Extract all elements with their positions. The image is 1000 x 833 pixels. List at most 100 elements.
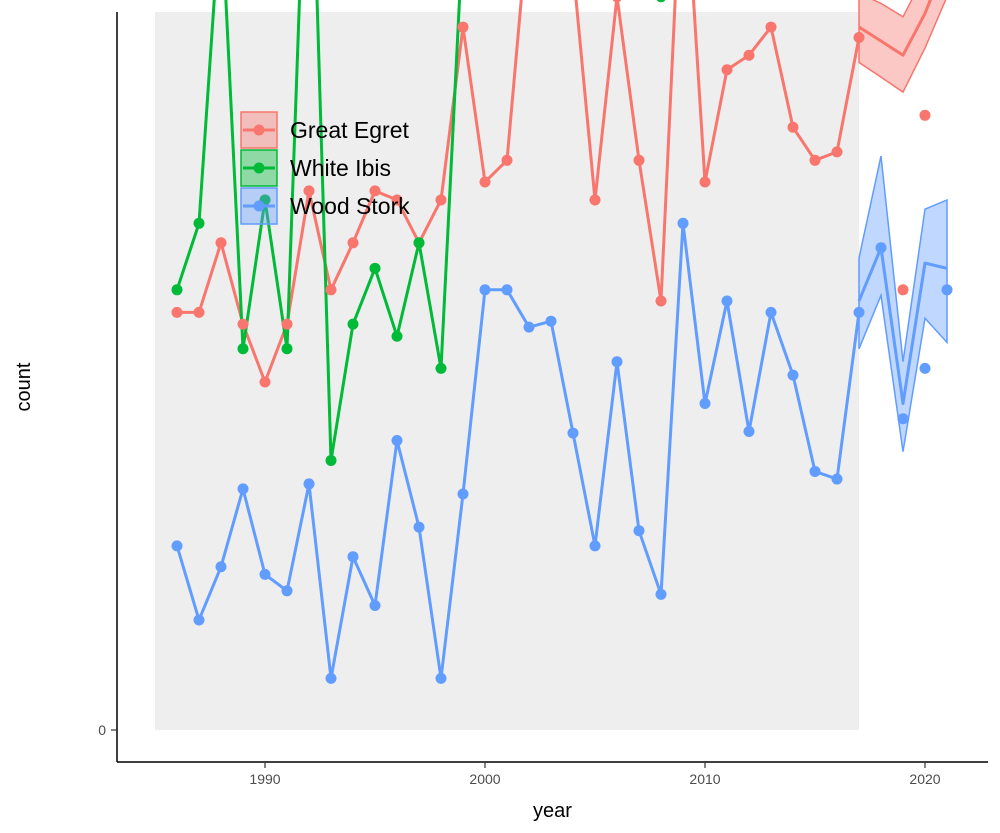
white-ibis-point: [325, 454, 337, 466]
great-egret-point: [347, 237, 359, 249]
great-egret-point: [171, 306, 183, 318]
white-ibis-point: [391, 330, 403, 342]
y-tick-label: 0: [98, 722, 106, 738]
wood-stork-point: [171, 540, 183, 552]
great-egret-point: [369, 185, 381, 197]
wood-stork-point: [413, 521, 425, 533]
white-ibis-point: [171, 284, 183, 296]
wood-stork-point: [677, 217, 689, 229]
great-egret-forecast-band: [858, 0, 947, 94]
great-egret-point: [303, 185, 315, 197]
great-egret-point: [501, 154, 513, 166]
legend: Great Egret White Ibis Wood Stork: [240, 111, 410, 225]
white-ibis-point: [193, 217, 205, 229]
wood-stork-point: [501, 284, 513, 296]
wood-stork-point: [325, 672, 337, 684]
legend-label-wood-stork: Wood Stork: [290, 193, 410, 219]
great-egret-point: [809, 154, 821, 166]
great-egret-point: [853, 31, 865, 43]
great-egret-point: [787, 121, 799, 133]
wood-stork-point: [699, 398, 711, 410]
white-ibis-point: [369, 262, 381, 274]
x-tick-label: 2000: [469, 771, 500, 787]
great-egret-point: [655, 295, 667, 307]
white-ibis-point: [347, 318, 359, 330]
white-ibis-point: [656, 0, 666, 3]
wood-stork-forecast-band: [858, 155, 948, 452]
great-egret-point: [633, 154, 645, 166]
white-ibis-point: [281, 343, 293, 355]
great-egret-point: [765, 21, 777, 33]
wood-stork-point: [809, 465, 821, 477]
great-egret-point: [193, 306, 205, 318]
wood-stork-point: [787, 369, 799, 381]
wood-stork-observed-point: [919, 362, 931, 374]
wood-stork-point: [281, 585, 293, 597]
wood-stork-point: [347, 551, 359, 563]
wood-stork-forecast-line: [857, 246, 948, 406]
wood-stork-observed-point: [941, 284, 953, 296]
wood-stork-point: [259, 568, 271, 580]
series-points: [171, 0, 953, 684]
forecast-bands: [858, 0, 948, 452]
wood-stork-point: [743, 425, 755, 437]
legend-item-white-ibis: White Ibis: [240, 149, 391, 187]
y-axis-title: count: [13, 362, 35, 411]
wood-stork-point: [765, 306, 777, 318]
white-ibis-line: [175, 0, 462, 462]
great-egret-point: [612, 0, 622, 3]
series-lines: [175, 0, 948, 680]
wood-stork-point: [567, 427, 579, 439]
x-tick-label: 2010: [689, 771, 720, 787]
legend-item-great-egret: Great Egret: [240, 111, 409, 149]
wood-stork-point: [391, 435, 403, 447]
legend-label-great-egret: Great Egret: [290, 117, 409, 143]
great-egret-point: [457, 21, 469, 33]
x-tick-label: 2020: [909, 771, 940, 787]
wood-stork-point: [831, 473, 843, 485]
great-egret-point: [325, 284, 337, 296]
white-ibis-point: [237, 343, 249, 355]
legend-key-point: [253, 200, 265, 212]
wood-stork-point: [853, 306, 865, 318]
wood-stork-point: [369, 599, 381, 611]
wood-stork-observed-point: [897, 413, 909, 425]
wood-stork-point: [545, 315, 557, 327]
wood-stork-point: [633, 525, 645, 537]
great-egret-point: [831, 146, 843, 158]
great-egret-point: [479, 176, 491, 188]
wood-stork-point: [721, 295, 733, 307]
x-axis-title: year: [533, 800, 572, 822]
white-ibis-point: [413, 237, 425, 249]
great-egret-point: [699, 176, 711, 188]
legend-item-wood-stork: Wood Stork: [240, 187, 410, 225]
white-ibis-point: [435, 362, 447, 374]
wood-stork-observed-point: [875, 242, 887, 254]
great-egret-observed-point: [919, 109, 931, 121]
great-egret-point: [589, 194, 601, 206]
wood-stork-line: [175, 221, 861, 680]
wood-stork-point: [611, 356, 623, 368]
legend-key-point: [253, 162, 265, 174]
wood-stork-point: [193, 614, 205, 626]
axes: 02500050000750001000001990200020102020ye…: [13, 12, 988, 822]
great-egret-point: [743, 49, 755, 61]
x-tick-label: 1990: [249, 771, 280, 787]
wood-stork-point: [215, 561, 227, 573]
great-egret-observed-point: [897, 284, 909, 296]
legend-key-point: [253, 124, 265, 136]
wood-stork-point: [589, 540, 601, 552]
wood-stork-point: [303, 478, 315, 490]
great-egret-point: [259, 376, 271, 388]
shaded-period-region: [155, 12, 859, 730]
great-egret-forecast-line: [858, 0, 932, 57]
great-egret-point: [721, 64, 733, 76]
great-egret-point: [215, 237, 227, 249]
great-egret-point: [435, 194, 447, 206]
wood-stork-point: [655, 588, 667, 600]
great-egret-point: [237, 318, 249, 330]
legend-label-white-ibis: White Ibis: [290, 155, 391, 181]
great-egret-point: [281, 318, 293, 330]
great-egret-point: [391, 194, 403, 206]
